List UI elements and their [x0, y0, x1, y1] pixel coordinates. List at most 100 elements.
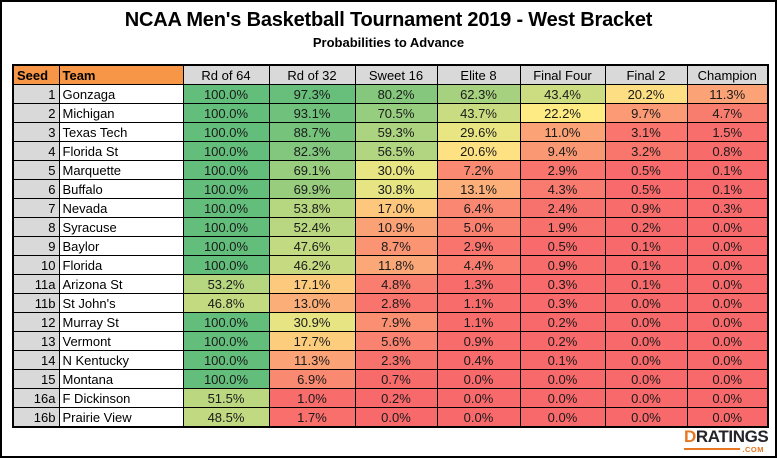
table-row: 14 N Kentucky 100.0% 11.3% 2.3% 0.4% 0.1% 0.0% 0…: [12, 350, 769, 370]
probability-cell: 0.0%: [604, 312, 688, 332]
probability-cell: 0.1%: [686, 179, 769, 199]
probability-cell: 0.0%: [686, 350, 769, 370]
probability-cell: 0.1%: [604, 274, 688, 294]
probability-cell: 30.0%: [354, 160, 438, 180]
team-cell: F Dickinson: [58, 388, 184, 408]
seed-cell: 11b: [12, 293, 60, 313]
probability-cell: 82.3%: [268, 141, 356, 161]
probability-cell: 29.6%: [436, 122, 521, 142]
team-cell: Nevada: [58, 198, 184, 218]
probability-cell: 0.3%: [519, 293, 606, 313]
team-cell: Prairie View: [58, 407, 184, 428]
probability-cell: 51.5%: [182, 388, 270, 408]
probability-cell: 6.9%: [268, 369, 356, 389]
probability-cell: 0.2%: [604, 217, 688, 237]
probability-cell: 7.9%: [354, 312, 438, 332]
table-row: 1 Gonzaga 100.0% 97.3% 80.2% 62.3% 43.4% 20.2% 1…: [12, 84, 769, 104]
probability-cell: 0.0%: [686, 331, 769, 351]
probability-cell: 0.0%: [604, 407, 688, 428]
page-subtitle: Probabilities to Advance: [312, 35, 465, 50]
probability-cell: 43.7%: [436, 103, 521, 123]
probability-cell: 0.0%: [604, 388, 688, 408]
probability-cell: 70.5%: [354, 103, 438, 123]
table-row: 11b St John's 46.8% 13.0% 2.8% 1.1% 0.3% 0.0% 0.…: [12, 293, 769, 313]
probability-cell: 100.0%: [182, 141, 270, 161]
probability-cell: 9.7%: [604, 103, 688, 123]
probability-cell: 0.5%: [604, 160, 688, 180]
probability-cell: 52.4%: [268, 217, 356, 237]
team-cell: Montana: [58, 369, 184, 389]
header-row: Seed Team Rd of 64 Rd of 32 Sweet 16 Eli…: [12, 64, 769, 85]
dratings-logo: DRATINGS .COM: [684, 426, 769, 454]
column-header-final-2: Final 2: [604, 64, 688, 85]
probability-cell: 17.0%: [354, 198, 438, 218]
probability-cell: 100.0%: [182, 103, 270, 123]
probability-cell: 0.2%: [354, 388, 438, 408]
probability-cell: 100.0%: [182, 350, 270, 370]
seed-cell: 7: [12, 198, 60, 218]
probability-cell: 69.1%: [268, 160, 356, 180]
team-cell: Gonzaga: [58, 84, 184, 104]
probability-cell: 43.4%: [519, 84, 606, 104]
table-row: 7 Nevada 100.0% 53.8% 17.0% 6.4% 2.4% 0.9% 0.3%: [12, 198, 769, 218]
probability-cell: 5.0%: [436, 217, 521, 237]
team-cell: Michigan: [58, 103, 184, 123]
probability-cell: 0.0%: [604, 369, 688, 389]
probability-cell: 6.4%: [436, 198, 521, 218]
probability-cell: 13.1%: [436, 179, 521, 199]
probability-cell: 0.7%: [354, 369, 438, 389]
table-row: 12 Murray St 100.0% 30.9% 7.9% 1.1% 0.2% 0.0% 0.…: [12, 312, 769, 332]
column-header-champion: Champion: [686, 64, 769, 85]
probability-cell: 0.0%: [436, 369, 521, 389]
team-cell: Vermont: [58, 331, 184, 351]
probability-cell: 3.1%: [604, 122, 688, 142]
table-row: 16b Prairie View 48.5% 1.7% 0.0% 0.0% 0.0% 0.0%…: [12, 407, 769, 428]
probability-cell: 56.5%: [354, 141, 438, 161]
seed-cell: 16b: [12, 407, 60, 428]
probability-cell: 0.9%: [436, 331, 521, 351]
dratings-logo-d: D: [684, 426, 696, 446]
probability-cell: 7.2%: [436, 160, 521, 180]
probability-cell: 1.7%: [268, 407, 356, 428]
seed-cell: 16a: [12, 388, 60, 408]
probability-cell: 53.2%: [182, 274, 270, 294]
page-title: NCAA Men's Basketball Tournament 2019 - …: [124, 9, 653, 31]
probability-cell: 17.7%: [268, 331, 356, 351]
probability-cell: 0.5%: [519, 236, 606, 256]
team-cell: N Kentucky: [58, 350, 184, 370]
probability-cell: 0.2%: [519, 312, 606, 332]
table-row: 8 Syracuse 100.0% 52.4% 10.9% 5.0% 1.9% 0.2% 0.0…: [12, 217, 769, 237]
table-row: 3 Texas Tech 100.0% 88.7% 59.3% 29.6% 11.0% 3.1…: [12, 122, 769, 142]
seed-column-header: Seed: [12, 64, 60, 85]
team-cell: St John's: [58, 293, 184, 313]
team-cell: Murray St: [58, 312, 184, 332]
probability-cell: 11.0%: [519, 122, 606, 142]
probability-cell: 0.0%: [436, 407, 521, 428]
seed-cell: 15: [12, 369, 60, 389]
team-cell: Texas Tech: [58, 122, 184, 142]
probability-cell: 100.0%: [182, 160, 270, 180]
probability-cell: 4.3%: [519, 179, 606, 199]
probability-cell: 17.1%: [268, 274, 356, 294]
table-row: 9 Baylor 100.0% 47.6% 8.7% 2.9% 0.5% 0.1% 0.0%: [12, 236, 769, 256]
probability-cell: 0.0%: [686, 293, 769, 313]
probability-cell: 0.0%: [604, 331, 688, 351]
column-header-elite-8: Elite 8: [436, 64, 521, 85]
probability-cell: 1.1%: [436, 293, 521, 313]
probability-cell: 0.0%: [686, 369, 769, 389]
probability-cell: 100.0%: [182, 217, 270, 237]
seed-cell: 10: [12, 255, 60, 275]
probability-cell: 4.7%: [686, 103, 769, 123]
probability-cell: 100.0%: [182, 84, 270, 104]
probability-cell: 0.1%: [686, 160, 769, 180]
probability-cell: 0.0%: [686, 274, 769, 294]
probability-cell: 11.8%: [354, 255, 438, 275]
probability-cell: 1.3%: [436, 274, 521, 294]
probability-cell: 48.5%: [182, 407, 270, 428]
probability-cell: 0.1%: [604, 255, 688, 275]
seed-cell: 1: [12, 84, 60, 104]
probability-cell: 2.8%: [354, 293, 438, 313]
probability-cell: 2.4%: [519, 198, 606, 218]
table-row: 2 Michigan 100.0% 93.1% 70.5% 43.7% 22.2% 9.7% 4…: [12, 103, 769, 123]
dratings-logo-underline-row: .COM: [684, 445, 764, 454]
